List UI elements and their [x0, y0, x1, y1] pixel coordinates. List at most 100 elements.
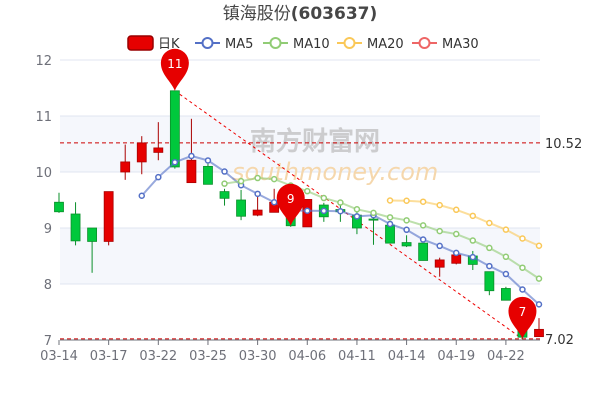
ma-point — [337, 199, 344, 206]
legend-icon-marker — [418, 37, 431, 49]
x-tick-label: 04-11 — [338, 349, 376, 364]
ma-point — [519, 235, 526, 242]
ma-point — [320, 207, 328, 215]
candle-body — [401, 242, 412, 247]
ma-point — [419, 198, 427, 205]
ma-point — [171, 159, 179, 166]
mark-line-label: 10.52 — [545, 137, 582, 152]
ma-point — [204, 157, 212, 164]
x-tick-label: 04-19 — [437, 349, 475, 364]
mark-point-label: 7 — [519, 305, 527, 319]
x-tick-label: 04-22 — [487, 349, 525, 364]
watermark-url: southmoney.com — [232, 158, 438, 186]
mark-point-pin — [160, 48, 189, 91]
y-tick-label: 7 — [44, 334, 52, 349]
mark-line-label: 7.02 — [545, 333, 574, 348]
legend-item-ma20[interactable]: MA20 — [367, 37, 404, 52]
candle-body — [252, 209, 263, 216]
title-name: 镇海股份 — [223, 4, 291, 24]
y-tick-label: 12 — [35, 54, 52, 69]
ma-point — [519, 264, 526, 271]
ma-point — [535, 242, 543, 250]
legend-item-kline[interactable]: 日K — [158, 37, 180, 52]
legend-item-ma30[interactable]: MA30 — [442, 37, 479, 52]
candle-body — [103, 191, 114, 242]
x-tick-label: 03-17 — [90, 349, 128, 364]
candle-body — [169, 90, 180, 168]
ma-point — [535, 275, 543, 282]
ma-point — [188, 152, 195, 160]
legend-icon-marker — [201, 37, 214, 49]
ma-point — [486, 219, 493, 227]
legend-icon-marker — [269, 37, 282, 49]
x-tick-label: 03-14 — [40, 349, 78, 364]
x-tick-label: 03-25 — [189, 349, 227, 364]
ma-point — [155, 173, 162, 181]
ma-point — [469, 237, 477, 244]
trend-line — [174, 90, 523, 340]
ma-point — [403, 197, 410, 205]
ma-point — [221, 180, 228, 187]
candle-body — [153, 147, 164, 153]
ma-point — [138, 192, 146, 199]
ma-point — [502, 226, 510, 233]
mark-point-pin — [508, 296, 537, 339]
title-code: (603637) — [291, 4, 378, 24]
y-tick-label: 10 — [35, 166, 52, 181]
ma-point — [386, 197, 394, 204]
ma-point — [237, 177, 245, 185]
candle-body — [120, 161, 131, 173]
ma-point — [403, 217, 410, 224]
legend-item-ma5[interactable]: MA5 — [225, 37, 253, 52]
y-tick-label: 9 — [44, 222, 52, 237]
ma-point — [486, 244, 493, 252]
candle-body — [136, 142, 147, 163]
ma-point — [419, 236, 427, 243]
legend-icon-candle — [127, 35, 154, 51]
ma-point — [370, 209, 377, 217]
candle-body — [534, 328, 544, 338]
ma-point — [436, 227, 443, 235]
candle-body — [236, 199, 246, 217]
candle-body — [203, 165, 213, 185]
ma-point — [469, 253, 477, 261]
candle-body — [368, 218, 379, 221]
ma-point — [337, 207, 344, 215]
ma-point — [386, 214, 394, 221]
ma-point — [502, 270, 510, 278]
candle-body — [500, 288, 511, 301]
ma-point — [436, 242, 443, 250]
x-tick-label: 03-30 — [239, 349, 277, 364]
mark-point-label: 11 — [167, 57, 182, 71]
candle-body — [484, 271, 495, 292]
candle-body — [70, 213, 81, 242]
ma-point — [535, 301, 543, 308]
x-tick-label: 03-22 — [139, 349, 177, 364]
mark-point-pin — [276, 183, 305, 226]
candle-body — [219, 191, 230, 199]
ma-point — [452, 249, 460, 257]
ma-point — [254, 174, 261, 182]
ma-point — [419, 222, 427, 229]
ma-point — [254, 190, 261, 198]
candle-body — [385, 224, 395, 244]
ma-point — [320, 194, 328, 202]
candle-body — [434, 259, 445, 268]
ma-point — [304, 207, 311, 215]
ma-point — [353, 213, 361, 220]
ma-point — [519, 286, 526, 293]
candle-body — [54, 201, 64, 213]
legend-item-ma10[interactable]: MA10 — [293, 37, 330, 52]
x-tick-label: 04-06 — [288, 349, 326, 364]
ma-point — [502, 253, 510, 261]
candle-body — [87, 227, 98, 242]
chart-title: 镇海股份(603637) — [223, 4, 378, 24]
y-tick-label: 8 — [44, 278, 52, 293]
candle-body — [186, 159, 197, 184]
legend-icon-marker — [343, 37, 356, 49]
ma-point — [486, 262, 493, 270]
ma-point — [270, 198, 278, 206]
ma-line-ma20 — [390, 199, 540, 247]
candle-body — [418, 242, 429, 261]
